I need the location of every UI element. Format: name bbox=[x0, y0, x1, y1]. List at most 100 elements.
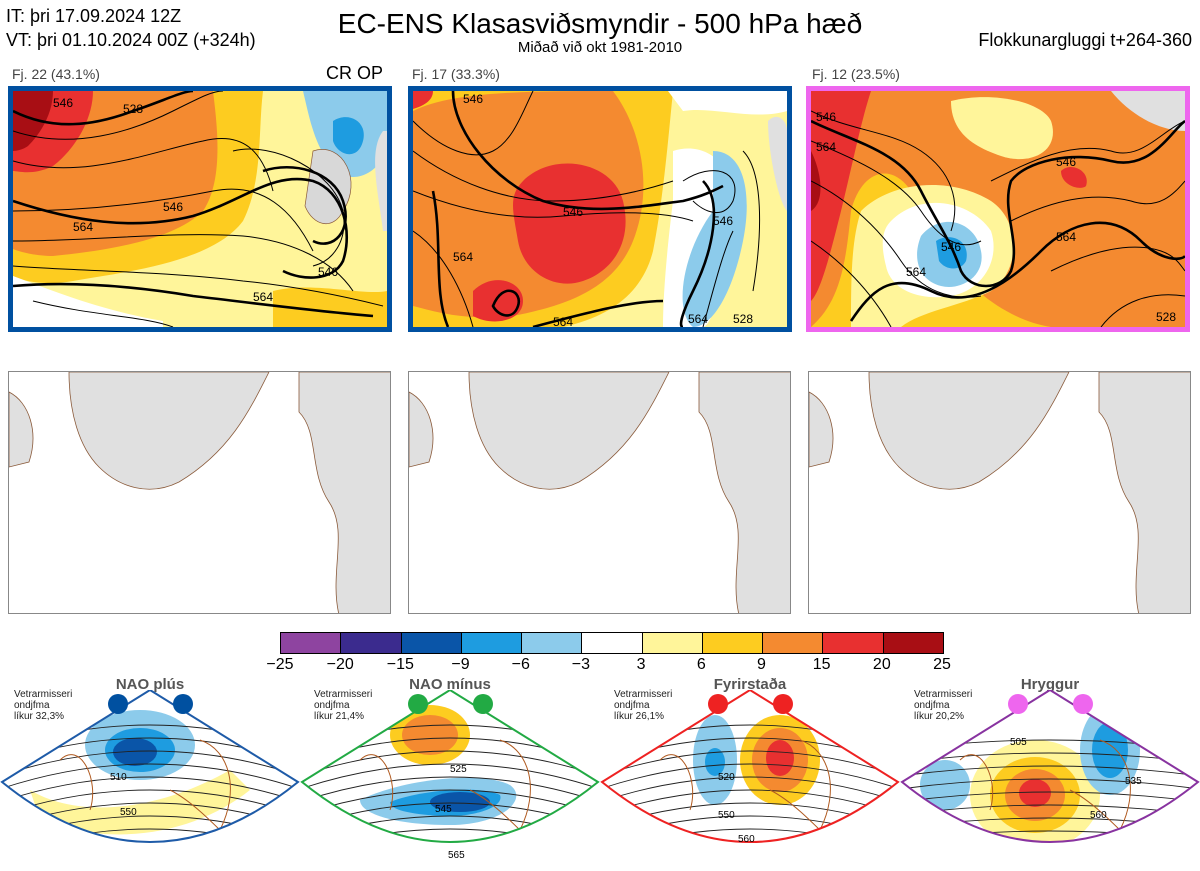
contour-label: 546 bbox=[563, 205, 583, 219]
regime-note: líkur 26,1% bbox=[614, 711, 665, 722]
regime-marker bbox=[708, 694, 728, 714]
land-outline bbox=[809, 372, 1190, 613]
empty-map-2 bbox=[408, 371, 791, 614]
contour-label: 546 bbox=[318, 265, 338, 279]
regime-note: Vetrarmisseri bbox=[314, 689, 373, 700]
contour-label: 564 bbox=[816, 140, 836, 154]
page-title: EC-ENS Klasasviðsmyndir - 500 hPa hæð bbox=[337, 8, 863, 39]
contour-label: 546 bbox=[816, 110, 836, 124]
cluster-window: Flokkunargluggi t+264-360 bbox=[978, 30, 1192, 50]
contour-label: 546 bbox=[463, 92, 483, 106]
colorbar-tick: −15 bbox=[386, 656, 414, 673]
cluster-3-map: 546 564 546 564 564 546 528 bbox=[806, 86, 1190, 332]
regime-note: Vetrarmisseri bbox=[914, 689, 973, 700]
regime-map: 525 545 565 bbox=[300, 690, 600, 861]
cluster-2-title: Fj. 17 (33.3%) bbox=[412, 66, 500, 82]
colorbar-tick: 6 bbox=[696, 656, 706, 673]
colorbar-swatch bbox=[281, 633, 342, 653]
colorbar-tick: 15 bbox=[812, 656, 831, 673]
colorbar-tick: 25 bbox=[933, 656, 951, 673]
regime-marker bbox=[173, 694, 193, 714]
empty-map-1 bbox=[8, 371, 391, 614]
colorbar-tick: −20 bbox=[326, 656, 354, 673]
colorbar-tick: −6 bbox=[511, 656, 530, 673]
contour-label: 546 bbox=[713, 214, 733, 228]
contour-label: 525 bbox=[450, 764, 467, 775]
empty-map-3 bbox=[808, 371, 1191, 614]
regime-map: 510 550 bbox=[0, 690, 300, 843]
contour-label: 528 bbox=[123, 102, 143, 116]
land-outline bbox=[409, 372, 790, 613]
contour-label: 528 bbox=[1156, 310, 1176, 324]
colorbar-tick: −3 bbox=[571, 656, 591, 673]
regime-probability: Vetrarmisseri ondjfma líkur 20,2% bbox=[914, 689, 972, 722]
regime-note: ondjfma bbox=[614, 700, 650, 711]
regime-note: Vetrarmisseri bbox=[14, 689, 73, 700]
header-left: IT: þri 17.09.2024 12Z VT: þri 01.10.202… bbox=[6, 4, 256, 52]
init-time: IT: þri 17.09.2024 12Z bbox=[6, 6, 182, 26]
regime-title: Hryggur bbox=[1020, 676, 1080, 693]
contour-label: 545 bbox=[435, 804, 452, 815]
colorbar-tick: 20 bbox=[872, 656, 891, 673]
contour-label: 564 bbox=[906, 265, 926, 279]
cluster-2-map: 546 546 564 564 564 546 528 bbox=[408, 86, 792, 332]
contour-label: 546 bbox=[53, 96, 73, 110]
regime-marker bbox=[108, 694, 128, 714]
valid-time: VT: þri 01.10.2024 00Z (+324h) bbox=[6, 30, 256, 50]
cluster-2-field: 546 546 564 564 564 546 528 bbox=[413, 91, 787, 327]
contour-label: 560 bbox=[1090, 810, 1107, 821]
regime-marker bbox=[1073, 694, 1093, 714]
colorbar-swatch bbox=[823, 633, 884, 653]
regime-note: ondjfma bbox=[314, 700, 350, 711]
regime-note: Vetrarmisseri bbox=[614, 689, 673, 700]
contour-label: 520 bbox=[718, 772, 735, 783]
colorbar-tick: 3 bbox=[636, 656, 646, 673]
regime-probability: Vetrarmisseri ondjfma líkur 21,4% bbox=[314, 689, 372, 722]
contour-label: 550 bbox=[718, 810, 735, 821]
colorbar-tick: 9 bbox=[757, 656, 766, 673]
regime-note: líkur 32,3% bbox=[14, 711, 65, 722]
regime-marker bbox=[773, 694, 793, 714]
colorbar-swatch bbox=[763, 633, 824, 653]
contour-label: 564 bbox=[253, 290, 273, 304]
regime-note: ondjfma bbox=[14, 700, 50, 711]
contour-label: 560 bbox=[738, 834, 755, 845]
contour-label: 546 bbox=[163, 200, 183, 214]
regime-marker bbox=[473, 694, 493, 714]
regime-map: 520 550 560 bbox=[600, 690, 900, 845]
page-subtitle: Miðað við okt 1981-2010 bbox=[517, 39, 683, 56]
contour-label: 546 bbox=[941, 240, 961, 254]
land-outline bbox=[9, 372, 390, 613]
colorbar-swatch bbox=[702, 633, 764, 653]
regime-probability: Vetrarmisseri ondjfma líkur 26,1% bbox=[614, 689, 672, 722]
colorbar-swatch bbox=[642, 633, 703, 653]
contour-label: 546 bbox=[1056, 155, 1076, 169]
regime-note: líkur 21,4% bbox=[314, 711, 365, 722]
colorbar-tick: −9 bbox=[451, 656, 470, 673]
regime-title: NAO plús bbox=[115, 676, 185, 693]
cluster-1-field: 528 546 546 564 546 564 bbox=[13, 91, 387, 327]
colorbar bbox=[280, 632, 944, 654]
cluster-1-map: 528 546 546 564 546 564 bbox=[8, 86, 392, 332]
cluster-1-badge: CR OP bbox=[326, 63, 384, 83]
contour-label: 564 bbox=[688, 312, 708, 326]
contour-label: 535 bbox=[1125, 776, 1142, 787]
cluster-3-field: 546 564 546 564 564 546 528 bbox=[811, 91, 1185, 327]
colorbar-swatch bbox=[522, 633, 583, 653]
regime-marker bbox=[1008, 694, 1028, 714]
contour-label: 550 bbox=[120, 807, 137, 818]
colorbar-swatch bbox=[461, 633, 523, 653]
cluster-3-title: Fj. 12 (23.5%) bbox=[812, 66, 900, 82]
colorbar-swatch bbox=[883, 633, 943, 653]
cluster-1-title: Fj. 22 (43.1%) bbox=[12, 66, 100, 82]
contour-label: 565 bbox=[448, 850, 465, 861]
contour-label: 505 bbox=[1010, 737, 1027, 748]
regime-title: NAO mínus bbox=[409, 676, 491, 693]
contour-label: 528 bbox=[733, 312, 753, 326]
contour-label: 510 bbox=[110, 772, 127, 783]
regime-note: líkur 20,2% bbox=[914, 711, 965, 722]
regime-note: ondjfma bbox=[914, 700, 950, 711]
regime-title: Fyrirstaða bbox=[713, 676, 787, 693]
colorbar-tick: −25 bbox=[266, 656, 294, 673]
contour-label: 564 bbox=[453, 250, 473, 264]
